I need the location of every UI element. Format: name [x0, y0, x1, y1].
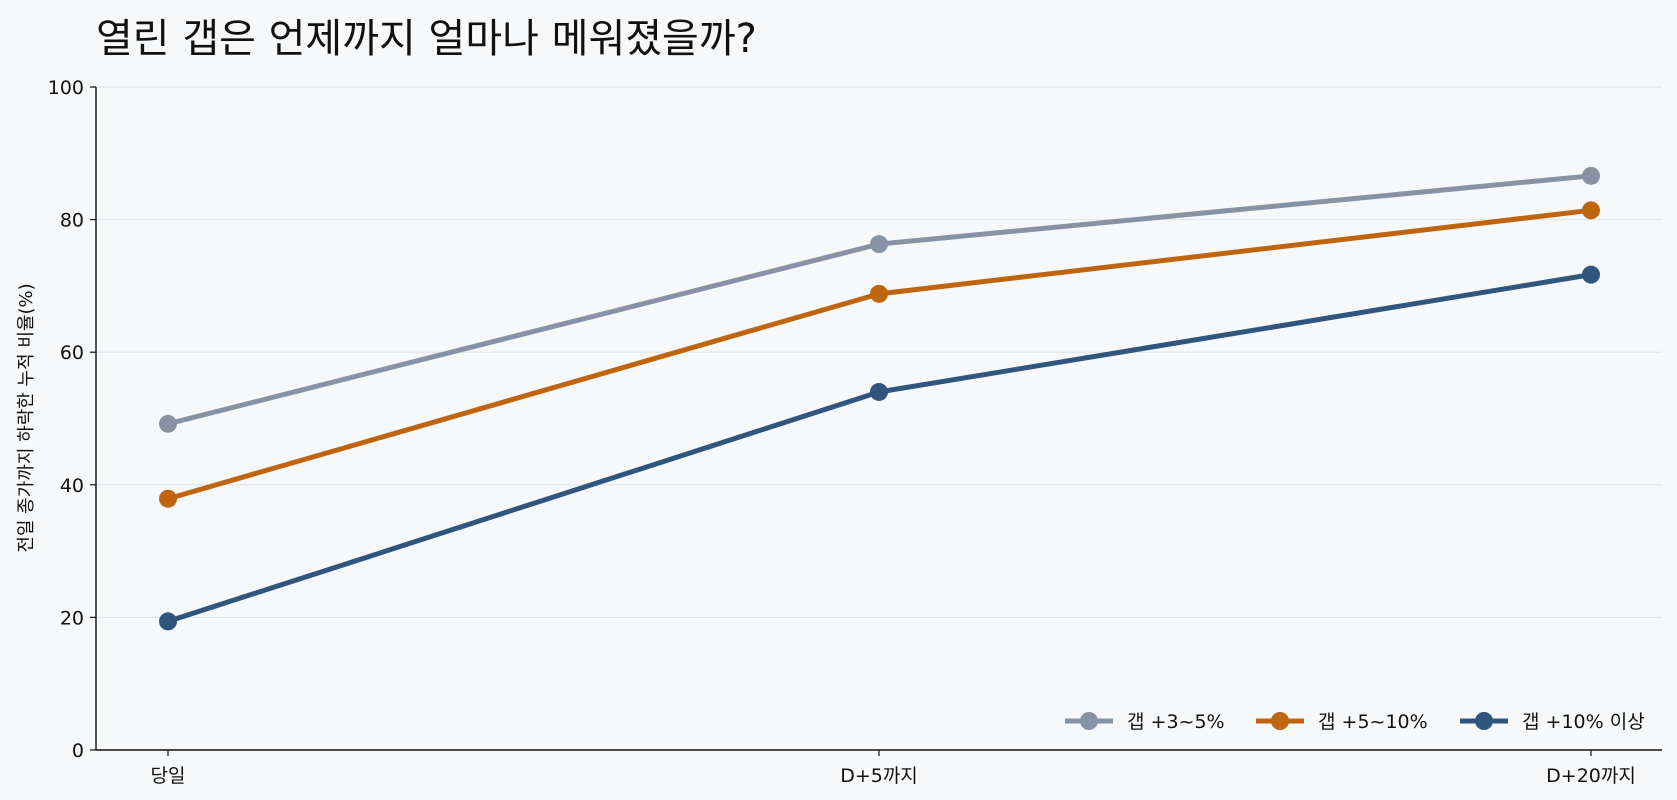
y-tick-label: 20: [60, 607, 84, 629]
data-point: [159, 414, 177, 433]
y-tick-label: 60: [60, 342, 84, 364]
data-point: [1582, 166, 1600, 185]
y-tick-label: 100: [48, 77, 84, 99]
data-point: [159, 489, 177, 508]
series-line: [165, 272, 1594, 624]
y-axis-title: 전일 종가까지 하락한 누적 비율(%): [16, 283, 37, 552]
data-point: [870, 382, 888, 401]
data-point: [159, 612, 177, 631]
x-tick-label: D+20까지: [1546, 765, 1636, 787]
data-point: [1582, 265, 1600, 284]
x-tick-label: D+5까지: [840, 765, 918, 787]
legend-label: 갭 +10% 이상: [1522, 711, 1645, 733]
legend-label: 갭 +5~10%: [1318, 711, 1428, 733]
data-point: [870, 284, 888, 303]
data-point: [870, 235, 888, 254]
data-point: [1582, 201, 1600, 220]
x-tick-label: 당일: [151, 765, 186, 787]
series-line: [165, 207, 1594, 502]
legend-swatch-marker: [1080, 712, 1098, 730]
legend-swatch-marker: [1271, 712, 1289, 730]
chart-title: 열린 갭은 언제까지 얼마나 메워졌을까?: [96, 16, 757, 62]
y-tick-label: 80: [60, 210, 84, 232]
y-tick-label: 40: [60, 475, 84, 497]
legend-swatch-marker: [1475, 712, 1493, 730]
y-tick-label: 0: [72, 740, 84, 762]
legend-label: 갭 +3~5%: [1127, 711, 1225, 733]
